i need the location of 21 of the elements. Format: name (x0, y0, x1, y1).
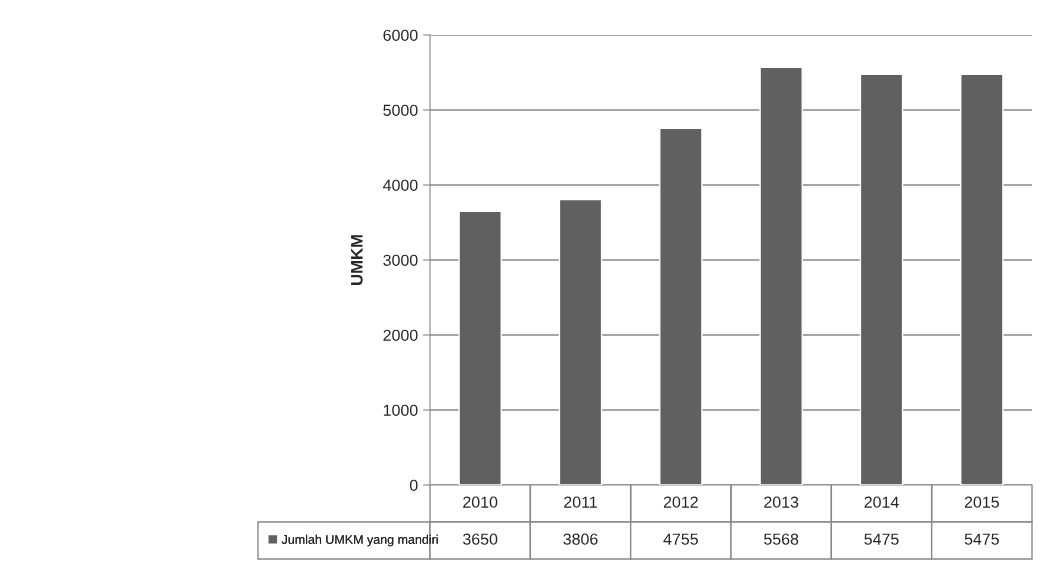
y-tick-label: 6000 (383, 29, 418, 41)
y-tick-label: 1000 (383, 404, 418, 416)
x-tick-label: 2015 (964, 496, 999, 508)
data-label: 4755 (663, 533, 698, 545)
y-tick-label: 4000 (383, 179, 418, 191)
x-tick-label: 2014 (864, 496, 899, 508)
y-tick-label: 0 (409, 479, 418, 491)
x-tick-label: 2012 (663, 496, 698, 508)
y-tick-label: 3000 (383, 254, 418, 266)
y-tick-label: 2000 (383, 329, 418, 341)
data-label: 5568 (764, 533, 799, 545)
y-axis-title: UMKM (351, 235, 363, 285)
legend-label: Jumlah UMKM yang mandiri (281, 534, 438, 547)
x-tick-label: 2010 (463, 496, 498, 508)
data-label: 5475 (964, 533, 999, 545)
x-tick-label: 2013 (764, 496, 799, 508)
data-label: 3806 (563, 533, 598, 545)
data-label: 5475 (864, 533, 899, 545)
y-tick-label: 5000 (383, 104, 418, 116)
x-tick-label: 2011 (564, 496, 597, 508)
data-label: 3650 (463, 533, 498, 545)
